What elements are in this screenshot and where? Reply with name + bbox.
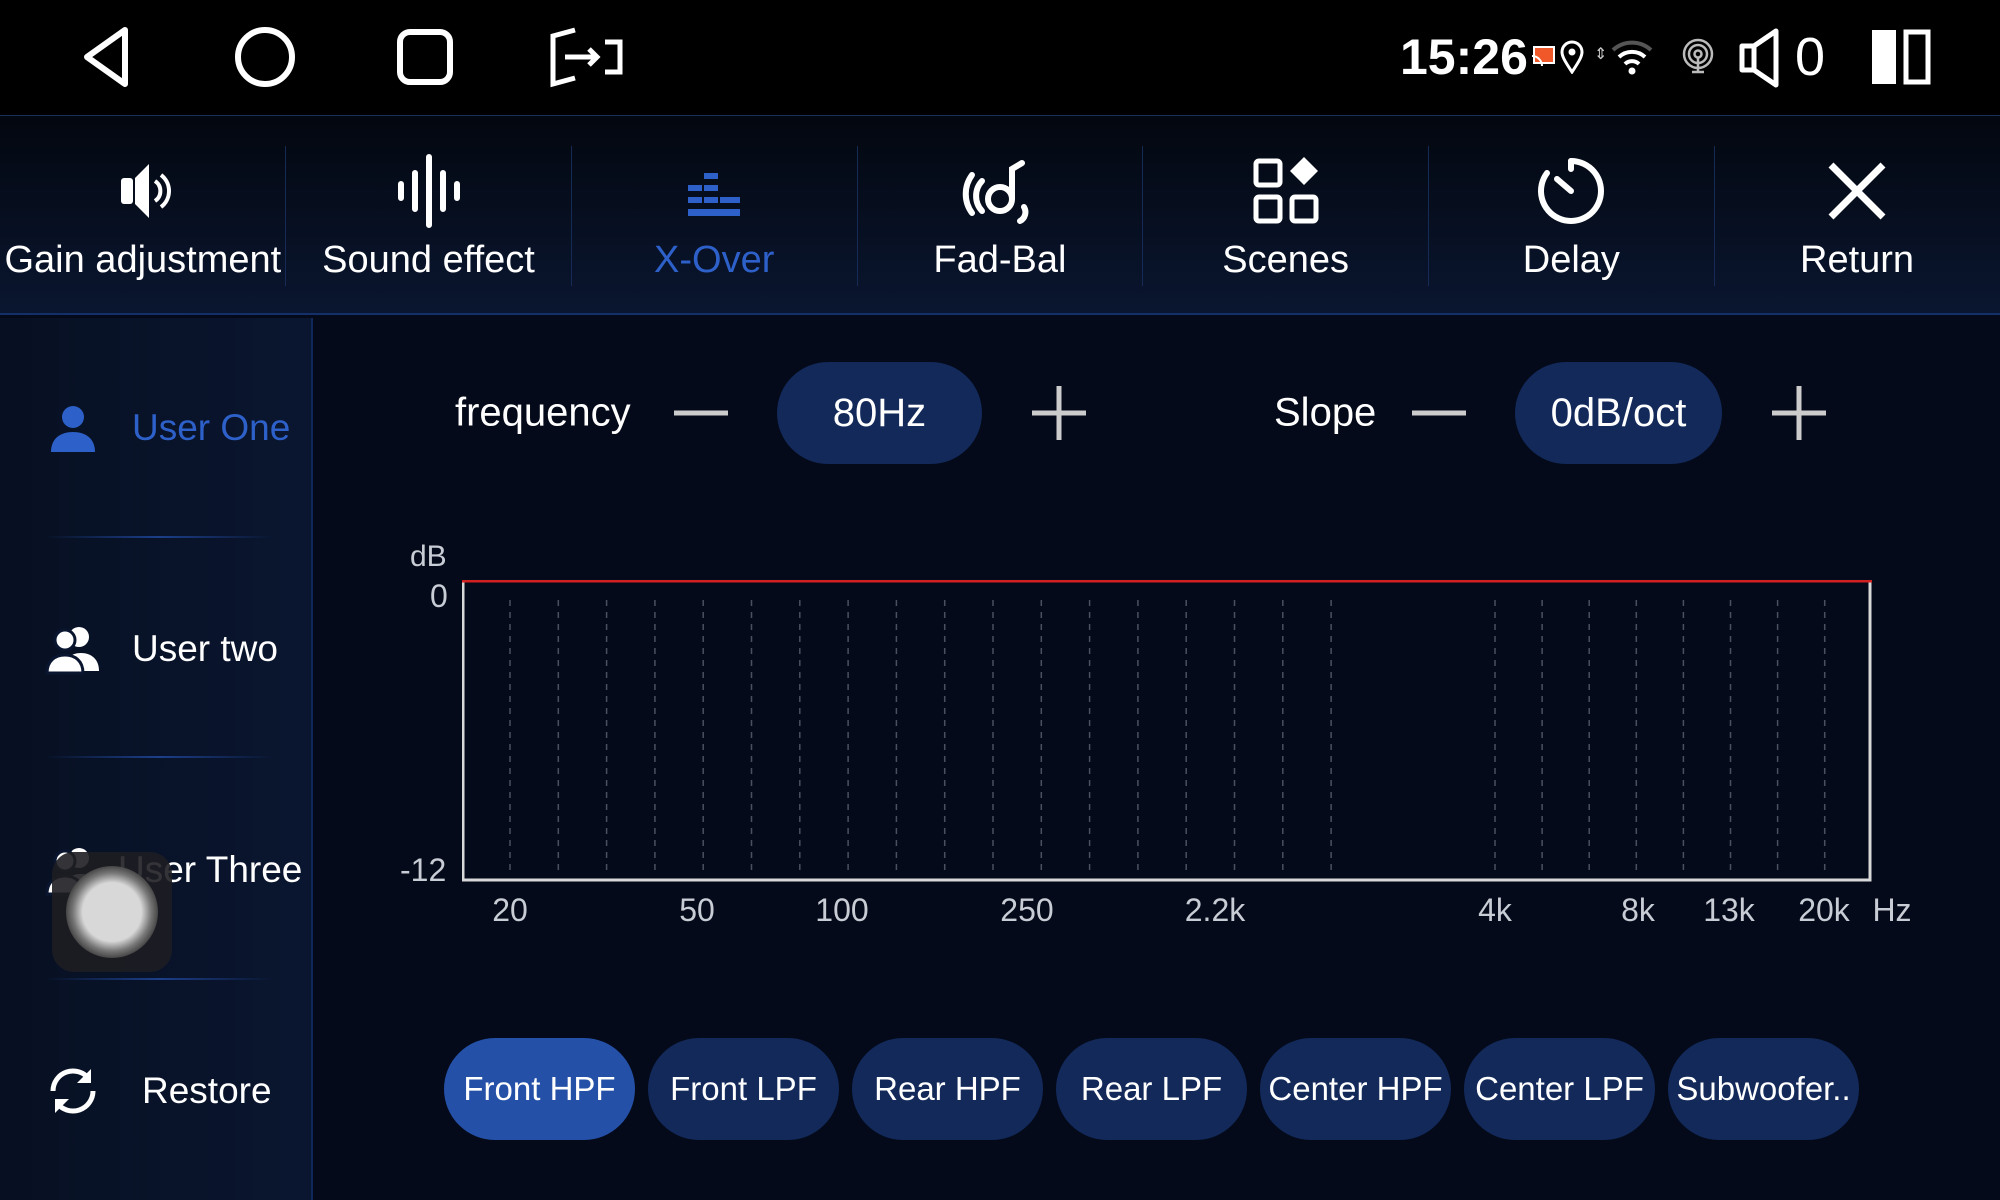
divider: [45, 756, 275, 758]
refresh-icon: [50, 1068, 96, 1114]
sidebar-item-user-one[interactable]: User One: [0, 353, 313, 503]
speaker-icon: [1739, 28, 1779, 88]
tab-label: Fad-Bal: [933, 239, 1067, 281]
assistive-touch-knob: [66, 866, 158, 958]
timer-icon: [1538, 158, 1605, 224]
x-tick-label: 20k: [1798, 892, 1850, 928]
equalizer-icon: [688, 173, 741, 216]
status-bar: 15:26 ⇕ 0: [0, 0, 2000, 115]
frequency-decrease-button[interactable]: [672, 384, 730, 442]
scenes-icon: [1253, 157, 1319, 224]
response-chart[interactable]: [462, 580, 1872, 885]
home-icon[interactable]: [230, 22, 300, 92]
close-icon: [1828, 162, 1886, 220]
cast-icon: [1531, 46, 1555, 67]
tab-divider: [285, 146, 286, 286]
x-tick-label: 2.2k: [1184, 892, 1246, 928]
channel-front-lpf[interactable]: Front LPF: [648, 1038, 839, 1140]
y-tick-label: -12: [400, 852, 447, 888]
tab-sound-effect[interactable]: Sound effect: [286, 116, 572, 316]
sidebar-item-label: Restore: [142, 1070, 272, 1111]
tab-label: X-Over: [654, 239, 775, 281]
x-tick-label: 4k: [1478, 892, 1512, 928]
tab-divider: [1142, 146, 1143, 286]
tab-label: Gain adjustment: [4, 239, 282, 281]
location-icon: [1560, 40, 1584, 74]
waveform-icon: [397, 154, 460, 228]
recents-icon[interactable]: [390, 22, 460, 92]
clock: 15:26: [1400, 29, 1528, 85]
channel-center-hpf[interactable]: Center HPF: [1260, 1038, 1451, 1140]
slope-label: Slope: [1274, 390, 1377, 435]
screen-split-icon[interactable]: [545, 22, 625, 92]
x-tick-label: 13k: [1703, 892, 1755, 928]
channel-center-lpf[interactable]: Center LPF: [1464, 1038, 1655, 1140]
back-icon[interactable]: [75, 22, 145, 92]
tab-bar: Gain adjustment Sound effect X-Over Fad-…: [0, 115, 2000, 315]
tab-divider: [1714, 146, 1715, 286]
tab-label: Return: [1800, 239, 1915, 281]
tab-label: Delay: [1522, 239, 1620, 281]
tab-delay[interactable]: Delay: [1429, 116, 1715, 316]
split-screen-icon[interactable]: [1870, 28, 1932, 86]
sidebar-item-restore[interactable]: Restore: [0, 1016, 313, 1166]
frequency-value: 80Hz: [777, 362, 982, 464]
channel-rear-lpf[interactable]: Rear LPF: [1056, 1038, 1247, 1140]
sidebar-item-user-two[interactable]: User two: [0, 574, 313, 724]
sidebar: User One User two User Three Restore: [0, 318, 313, 1200]
slope-increase-button[interactable]: [1770, 384, 1828, 442]
tab-gain-adjustment[interactable]: Gain adjustment: [0, 116, 286, 316]
y-axis-label: dB: [410, 540, 447, 573]
tab-scenes[interactable]: Scenes: [1143, 116, 1429, 316]
y-tick-label: 0: [430, 578, 448, 614]
fader-balance-icon: [962, 160, 1029, 224]
divider: [45, 536, 275, 538]
tab-label: Sound effect: [322, 239, 535, 281]
user-icon: [51, 406, 95, 452]
slope-value: 0dB/oct: [1515, 362, 1722, 464]
speaker-icon: [120, 164, 171, 218]
tab-return[interactable]: Return: [1714, 116, 2000, 316]
divider: [45, 978, 275, 980]
tab-fad-bal[interactable]: Fad-Bal: [857, 116, 1143, 316]
channel-subwoofer[interactable]: Subwoofer..: [1668, 1038, 1859, 1140]
x-tick-label: 8k: [1621, 892, 1655, 928]
frequency-increase-button[interactable]: [1030, 384, 1088, 442]
slope-decrease-button[interactable]: [1410, 384, 1468, 442]
x-tick-label: 250: [1000, 892, 1054, 928]
tab-divider: [857, 146, 858, 286]
volume-level: 0: [1795, 27, 1826, 87]
x-tick-label: 50: [679, 892, 715, 928]
tab-x-over[interactable]: X-Over: [571, 116, 857, 316]
tab-divider: [1428, 146, 1429, 286]
plot-frame: [462, 580, 1872, 882]
sidebar-item-label: User two: [132, 628, 278, 669]
x-axis-label: Hz: [1872, 892, 1912, 928]
x-tick-label: 20: [492, 892, 528, 928]
tab-divider: [571, 146, 572, 286]
sidebar-item-label: User One: [132, 407, 291, 448]
x-tick-label: 100: [815, 892, 869, 928]
tab-label: Scenes: [1222, 239, 1350, 281]
hotspot-icon: [1682, 38, 1714, 74]
wifi-icon: [1611, 40, 1653, 75]
channel-rear-hpf[interactable]: Rear HPF: [852, 1038, 1043, 1140]
users-icon: [45, 627, 99, 675]
data-arrows-icon: ⇕: [1594, 46, 1608, 63]
frequency-label: frequency: [455, 390, 631, 435]
assistive-touch-button[interactable]: [52, 852, 172, 972]
channel-front-hpf[interactable]: Front HPF: [444, 1038, 635, 1140]
